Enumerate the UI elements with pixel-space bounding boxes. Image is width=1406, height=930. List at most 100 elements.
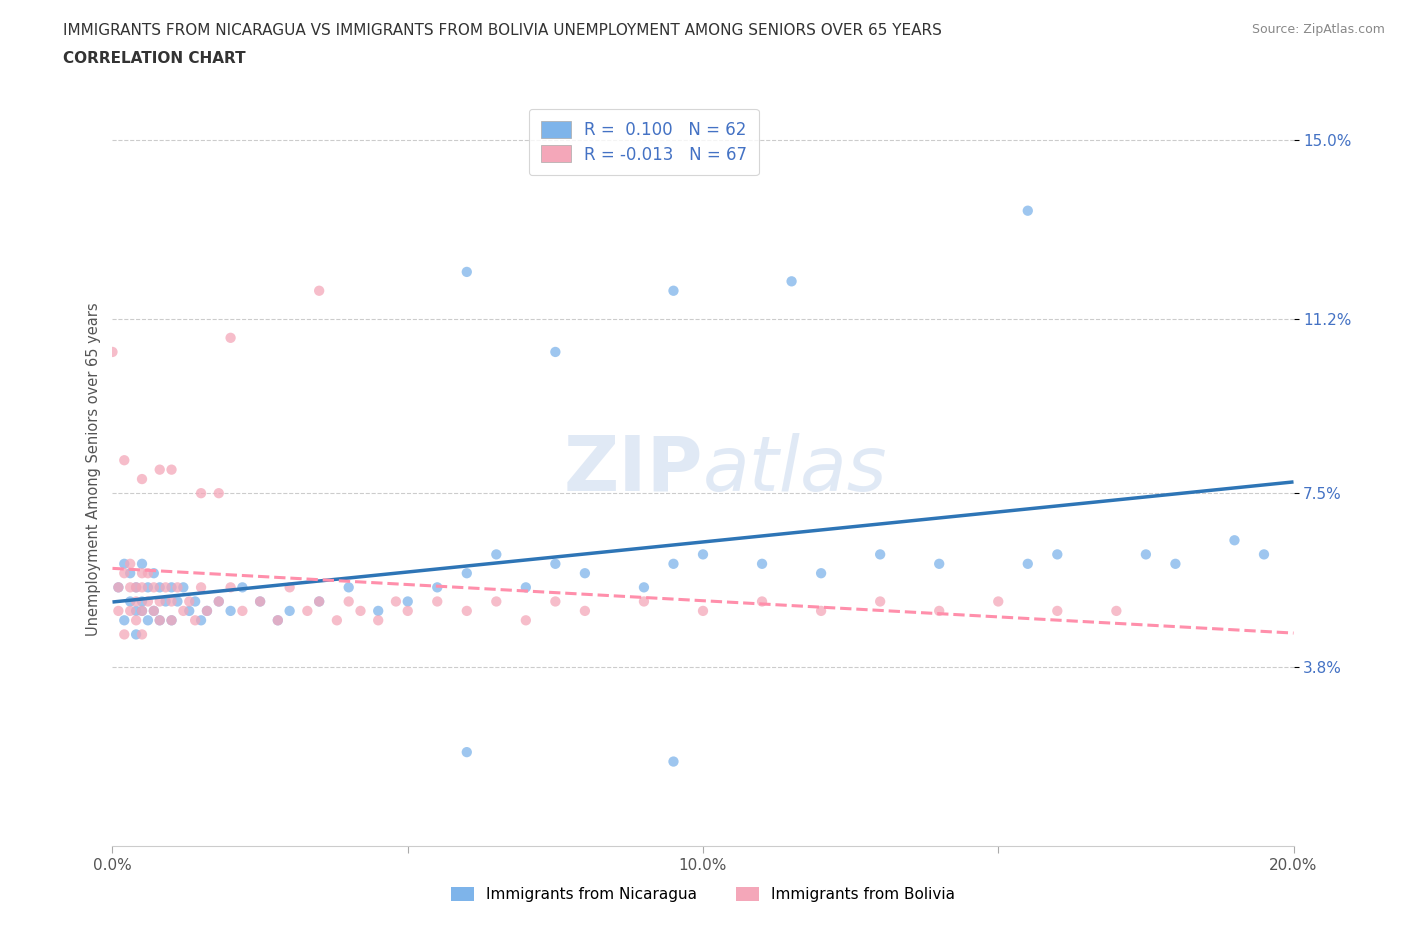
Point bbox=[160, 613, 183, 628]
Point bbox=[125, 580, 148, 595]
Point bbox=[184, 613, 207, 628]
Point bbox=[136, 613, 159, 628]
Point bbox=[267, 613, 290, 628]
Point bbox=[131, 565, 153, 580]
Point bbox=[662, 754, 685, 769]
Point bbox=[692, 547, 714, 562]
Point bbox=[136, 594, 159, 609]
Point bbox=[149, 580, 172, 595]
Point bbox=[987, 594, 1010, 609]
Text: CORRELATION CHART: CORRELATION CHART bbox=[63, 51, 246, 66]
Point bbox=[810, 604, 832, 618]
Point bbox=[120, 556, 142, 571]
Point bbox=[278, 604, 301, 618]
Point bbox=[396, 604, 419, 618]
Point bbox=[869, 594, 891, 609]
Point bbox=[195, 604, 218, 618]
Point bbox=[1135, 547, 1157, 562]
Point bbox=[125, 627, 148, 642]
Point bbox=[166, 580, 188, 595]
Point bbox=[1017, 556, 1039, 571]
Point bbox=[544, 594, 567, 609]
Point bbox=[1253, 547, 1275, 562]
Y-axis label: Unemployment Among Seniors over 65 years: Unemployment Among Seniors over 65 years bbox=[86, 303, 101, 636]
Point bbox=[349, 604, 371, 618]
Point bbox=[278, 580, 301, 595]
Point bbox=[456, 604, 478, 618]
Point bbox=[149, 594, 172, 609]
Point bbox=[131, 556, 153, 571]
Point bbox=[249, 594, 271, 609]
Point bbox=[426, 594, 449, 609]
Text: IMMIGRANTS FROM NICARAGUA VS IMMIGRANTS FROM BOLIVIA UNEMPLOYMENT AMONG SENIORS : IMMIGRANTS FROM NICARAGUA VS IMMIGRANTS … bbox=[63, 23, 942, 38]
Point bbox=[367, 613, 389, 628]
Text: ZIP: ZIP bbox=[564, 432, 703, 507]
Point bbox=[219, 580, 242, 595]
Point bbox=[385, 594, 408, 609]
Point bbox=[107, 580, 129, 595]
Point bbox=[131, 627, 153, 642]
Point bbox=[101, 344, 124, 359]
Point bbox=[456, 745, 478, 760]
Point bbox=[456, 565, 478, 580]
Point bbox=[231, 604, 253, 618]
Point bbox=[515, 613, 537, 628]
Point bbox=[219, 330, 242, 345]
Legend: Immigrants from Nicaragua, Immigrants from Bolivia: Immigrants from Nicaragua, Immigrants fr… bbox=[446, 881, 960, 909]
Point bbox=[515, 580, 537, 595]
Point bbox=[544, 344, 567, 359]
Point bbox=[426, 580, 449, 595]
Point bbox=[112, 613, 135, 628]
Point bbox=[120, 565, 142, 580]
Point bbox=[633, 580, 655, 595]
Point bbox=[166, 594, 188, 609]
Point bbox=[544, 556, 567, 571]
Point bbox=[160, 594, 183, 609]
Point bbox=[485, 547, 508, 562]
Point bbox=[337, 594, 360, 609]
Point bbox=[125, 604, 148, 618]
Point bbox=[131, 604, 153, 618]
Point bbox=[869, 547, 891, 562]
Point bbox=[107, 604, 129, 618]
Point bbox=[172, 604, 194, 618]
Point bbox=[231, 580, 253, 595]
Point bbox=[633, 594, 655, 609]
Point bbox=[928, 604, 950, 618]
Point bbox=[297, 604, 319, 618]
Point bbox=[112, 627, 135, 642]
Point bbox=[155, 594, 177, 609]
Point bbox=[125, 613, 148, 628]
Point bbox=[120, 580, 142, 595]
Point bbox=[179, 594, 201, 609]
Point bbox=[136, 580, 159, 595]
Point bbox=[190, 613, 212, 628]
Point bbox=[195, 604, 218, 618]
Point bbox=[160, 462, 183, 477]
Point bbox=[112, 453, 135, 468]
Point bbox=[179, 604, 201, 618]
Point bbox=[326, 613, 349, 628]
Point bbox=[155, 580, 177, 595]
Point bbox=[142, 604, 165, 618]
Point bbox=[1223, 533, 1246, 548]
Point bbox=[485, 594, 508, 609]
Point bbox=[208, 594, 231, 609]
Point bbox=[208, 594, 231, 609]
Point bbox=[1105, 604, 1128, 618]
Point bbox=[112, 556, 135, 571]
Legend: R =  0.100   N = 62, R = -0.013   N = 67: R = 0.100 N = 62, R = -0.013 N = 67 bbox=[529, 109, 759, 175]
Point bbox=[136, 565, 159, 580]
Point bbox=[131, 580, 153, 595]
Point bbox=[172, 580, 194, 595]
Point bbox=[1017, 204, 1039, 219]
Point bbox=[574, 604, 596, 618]
Point bbox=[692, 604, 714, 618]
Point bbox=[249, 594, 271, 609]
Point bbox=[751, 594, 773, 609]
Point bbox=[928, 556, 950, 571]
Point bbox=[190, 485, 212, 500]
Point bbox=[267, 613, 290, 628]
Text: atlas: atlas bbox=[703, 432, 887, 507]
Point bbox=[308, 284, 330, 299]
